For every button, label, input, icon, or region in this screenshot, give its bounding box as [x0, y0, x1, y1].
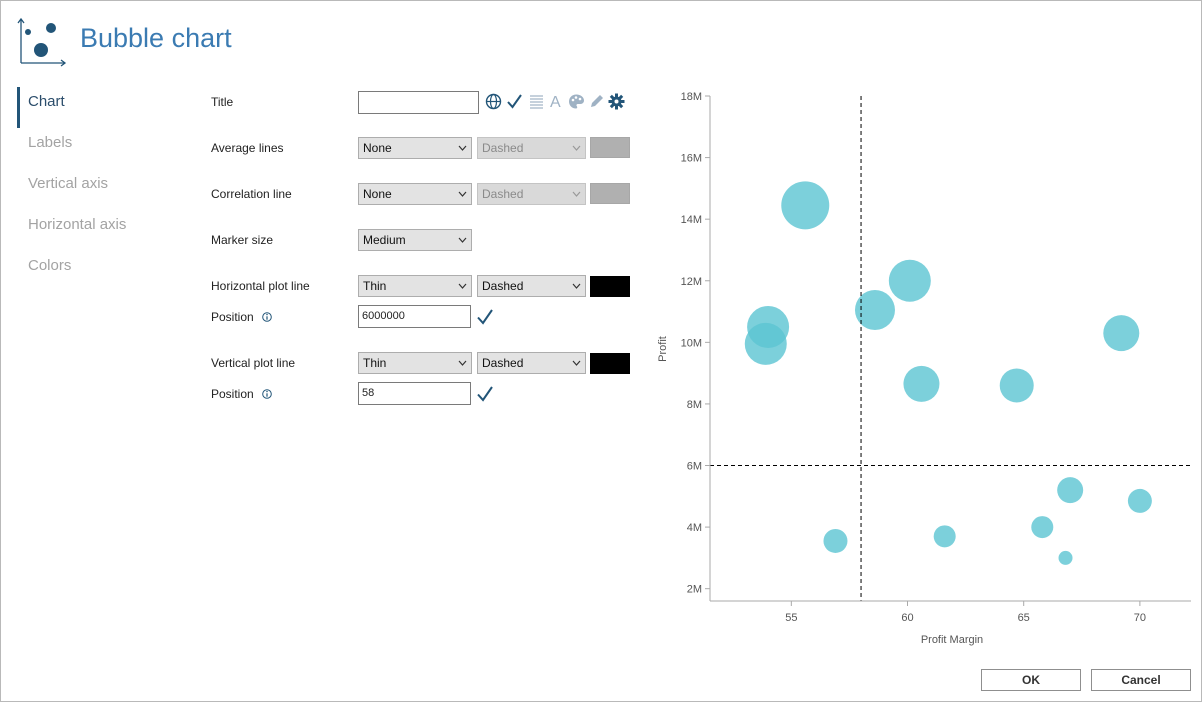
globe-icon[interactable]: [485, 93, 502, 110]
average-lines-select[interactable]: None: [358, 137, 472, 159]
y-tick-label: 6M: [687, 461, 702, 473]
y-tick-label: 16M: [681, 153, 702, 165]
page-title: Bubble chart: [80, 23, 232, 53]
bubble: [1103, 315, 1140, 352]
y-tick-label: 18M: [681, 91, 702, 103]
vertical-position-label: Position: [211, 387, 254, 401]
chevron-down-icon: [458, 145, 467, 151]
sidebar-item-vertical-axis[interactable]: Vertical axis: [28, 175, 109, 192]
y-tick-label: 12M: [681, 276, 702, 288]
info-icon[interactable]: [262, 389, 272, 399]
bubble-chart-preview: 2M 4M 6M 8M 10M 12M 14M 16M 18M 55 60 65 70 Profit M…: [657, 91, 1191, 646]
average-lines-style-select: Dashed: [477, 137, 586, 159]
chevron-down-icon: [572, 283, 581, 289]
horizontal-plot-line-style-value: Dashed: [482, 279, 524, 293]
palette-icon[interactable]: [568, 93, 585, 110]
correlation-line-color-swatch: [590, 183, 630, 204]
vertical-plot-line-thickness-value: Thin: [363, 356, 387, 370]
horizontal-plot-line-label: Horizontal plot line: [211, 279, 310, 293]
gear-icon[interactable]: [608, 93, 625, 110]
horizontal-plot-line-style-select[interactable]: Dashed: [477, 275, 586, 297]
average-lines-style-value: Dashed: [482, 141, 524, 155]
apply-checkmark-icon[interactable]: [476, 308, 494, 326]
vertical-plot-line-style-select[interactable]: Dashed: [477, 352, 586, 374]
correlation-line-select[interactable]: None: [358, 183, 472, 205]
apply-checkmark-icon[interactable]: [476, 385, 494, 403]
marker-size-value: Medium: [363, 233, 406, 247]
bubble-chart-icon: [17, 17, 67, 67]
marker-size-label: Marker size: [211, 233, 274, 247]
vertical-plot-line-thickness-select[interactable]: Thin: [358, 352, 472, 374]
vertical-plot-line-style-value: Dashed: [482, 356, 524, 370]
horizontal-plot-line-thickness-select[interactable]: Thin: [358, 275, 472, 297]
title-label: Title: [211, 95, 234, 109]
x-tick-label: 55: [785, 612, 797, 624]
horizontal-plot-line-color-swatch[interactable]: [590, 276, 630, 297]
bubble: [854, 290, 895, 331]
align-text-icon[interactable]: [528, 93, 545, 110]
average-lines-label: Average lines: [211, 141, 284, 155]
bubble: [933, 525, 956, 548]
x-tick-label: 60: [901, 612, 913, 624]
chevron-down-icon: [458, 360, 467, 366]
cancel-button[interactable]: Cancel: [1091, 669, 1191, 691]
average-lines-value: None: [363, 141, 392, 155]
horizontal-position-input[interactable]: 6000000: [358, 305, 471, 328]
y-tick-label: 2M: [687, 584, 702, 596]
chevron-down-icon: [572, 145, 581, 151]
sidebar-nav: Chart Labels Vertical axis Horizontal ax…: [17, 87, 187, 292]
svg-text:A: A: [550, 94, 561, 109]
bubble: [744, 322, 787, 365]
horizontal-plot-line-thickness-value: Thin: [363, 279, 387, 293]
correlation-line-value: None: [363, 187, 392, 201]
correlation-line-style-select: Dashed: [477, 183, 586, 205]
bubble: [999, 368, 1034, 403]
bubble: [888, 259, 931, 302]
sidebar-item-horizontal-axis[interactable]: Horizontal axis: [28, 216, 127, 233]
bubble: [1058, 550, 1073, 565]
marker-size-select[interactable]: Medium: [358, 229, 472, 251]
horizontal-position-label: Position: [211, 310, 254, 324]
bubble: [903, 365, 940, 402]
correlation-line-label: Correlation line: [211, 187, 292, 201]
chevron-down-icon: [572, 191, 581, 197]
y-axis-label: Profit: [657, 336, 669, 362]
sidebar-item-colors[interactable]: Colors: [28, 257, 72, 274]
x-tick-label: 65: [1018, 612, 1030, 624]
y-tick-label: 8M: [687, 399, 702, 411]
x-tick-label: 70: [1134, 612, 1146, 624]
x-axis-label: Profit Margin: [921, 634, 983, 646]
bubble: [1127, 488, 1152, 513]
vertical-plot-line-label: Vertical plot line: [211, 356, 296, 370]
ok-button[interactable]: OK: [981, 669, 1081, 691]
y-tick-label: 10M: [681, 337, 702, 349]
y-tick-label: 4M: [687, 522, 702, 534]
chevron-down-icon: [458, 191, 467, 197]
sidebar-item-labels[interactable]: Labels: [28, 134, 73, 151]
chevron-down-icon: [458, 237, 467, 243]
info-icon[interactable]: [262, 312, 272, 322]
correlation-line-style-value: Dashed: [482, 187, 524, 201]
chevron-down-icon: [572, 360, 581, 366]
vertical-plot-line-color-swatch[interactable]: [590, 353, 630, 374]
pencil-icon[interactable]: [588, 93, 605, 110]
checkmark-icon[interactable]: [506, 93, 523, 110]
y-tick-label: 14M: [681, 214, 702, 226]
font-icon[interactable]: A: [548, 92, 565, 109]
bubble: [781, 181, 830, 230]
bubble: [1057, 477, 1084, 504]
vertical-position-input[interactable]: 58: [358, 382, 471, 405]
title-input[interactable]: [358, 91, 479, 114]
chevron-down-icon: [458, 283, 467, 289]
bubble: [823, 528, 848, 553]
bubble: [1031, 516, 1054, 539]
average-lines-color-swatch: [590, 137, 630, 158]
sidebar-item-chart[interactable]: Chart: [17, 87, 187, 128]
